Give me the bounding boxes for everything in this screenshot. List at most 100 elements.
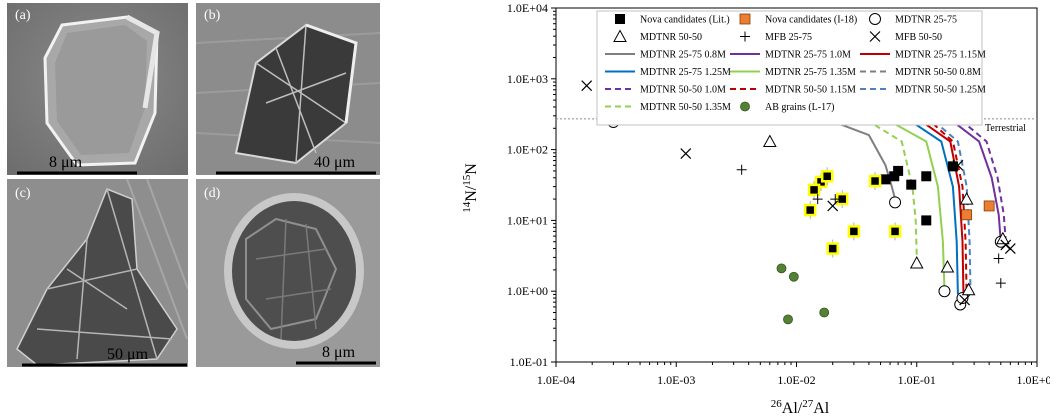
scale-bar-label: 40 μm — [314, 154, 356, 171]
legend-label: MDTNR 25-75 1.25M — [640, 67, 731, 78]
legend-entry: MDTNR 25-75 0.8M — [605, 50, 726, 61]
legend-swatch — [869, 31, 881, 42]
legend-label: MDTNR 25-75 1.35M — [765, 67, 856, 78]
legend-label: Nova candidates (Lit.) — [640, 15, 730, 26]
y-tick-label: 1.0E+03 — [507, 72, 548, 86]
y-tick-label: 1.0E+01 — [507, 213, 548, 227]
data-point — [961, 282, 976, 296]
legend-label: MDTNR 25-75 1.0M — [765, 50, 851, 61]
data-point — [807, 180, 821, 199]
data-point — [581, 80, 593, 92]
sem-image-a: (a) 8 μm — [7, 3, 188, 175]
data-point — [889, 196, 902, 209]
legend-entry: MFB 25-75 — [740, 31, 812, 43]
data-point — [959, 294, 971, 306]
y-axis-label: 14N/15N — [461, 163, 480, 213]
model-curve — [853, 118, 972, 292]
data-point — [921, 171, 932, 182]
data-point — [819, 307, 830, 318]
sem-image-d: (d) 8 μm — [196, 179, 380, 367]
legend-entry: MDTNR 25-75 1.25M — [605, 67, 731, 78]
legend-label: AB grains (L-17) — [765, 102, 834, 113]
data-point — [762, 134, 777, 148]
y-tick-label: 1.0E+02 — [507, 143, 548, 157]
panel-label: (a) — [15, 8, 31, 23]
legend-label: MDTNR 25-75 — [895, 15, 957, 26]
legend-label: MFB 25-75 — [765, 32, 812, 43]
data-point — [880, 174, 891, 185]
legend-swatch — [740, 101, 750, 112]
legend-label: MDTNR 50-50 0.8M — [895, 67, 981, 78]
legend-entry: MDTNR 50-50 0.8M — [860, 67, 981, 78]
data-point — [736, 164, 747, 175]
legend-entry: MDTNR 25-75 1.35M — [730, 67, 856, 78]
legend-entry: MFB 50-50 — [869, 31, 942, 43]
legend-entry: MDTNR 50-50 1.0M — [605, 85, 726, 96]
data-point — [680, 148, 692, 159]
data-point — [1004, 243, 1016, 254]
data-point — [909, 255, 924, 269]
data-point — [812, 194, 823, 205]
sem-image-c: (c) 50 μm — [7, 179, 188, 367]
data-point — [830, 194, 841, 205]
model-curve — [817, 118, 946, 292]
scale-bar-label: 50 μm — [107, 346, 149, 363]
legend-swatch — [739, 13, 751, 25]
legend-label: MDTNR 50-50 1.15M — [765, 85, 856, 96]
x-tick-label: 1.0E+00 — [1016, 373, 1050, 387]
data-point — [820, 167, 834, 186]
x-axis-label: 26Al/27Al — [771, 398, 830, 417]
legend-label: MDTNR 25-75 1.15M — [895, 50, 986, 61]
isotope-ratio-chart: Terrestrial 1.0E-04 1.0E-03 1.0E-02 1.0E-01… — [461, 1, 1050, 417]
data-point — [947, 161, 958, 172]
data-point — [906, 179, 917, 190]
data-point — [827, 200, 839, 212]
sem-image-b: (b) 40 μm — [196, 3, 380, 175]
data-point — [888, 222, 902, 241]
data-point — [803, 201, 817, 220]
data-point — [893, 165, 904, 176]
data-point — [847, 222, 861, 241]
x-tick-label: 1.0E-04 — [537, 373, 575, 387]
data-point — [995, 278, 1006, 289]
data-point — [783, 314, 793, 325]
data-point — [776, 263, 787, 274]
legend-label: MDTNR 50-50 1.35M — [640, 102, 731, 113]
legend-entry: Nova candidates (Lit.) — [615, 14, 730, 26]
y-tick-label: 1.0E+04 — [507, 1, 548, 15]
legend — [596, 10, 983, 126]
legend-entry: AB grains (L-17) — [740, 101, 834, 113]
legend-label: MDTNR 25-75 0.8M — [640, 50, 726, 61]
legend-label: MFB 50-50 — [895, 32, 942, 43]
legend-label: MDTNR 50-50 — [640, 32, 702, 43]
legend-entry: MDTNR 50-50 — [613, 29, 702, 43]
terrestrial-label: Terrestrial — [985, 123, 1026, 134]
panel-label: (d) — [204, 186, 221, 201]
data-point — [959, 192, 974, 205]
sem-panel-a: (a) 8 μm — [7, 3, 188, 175]
data-point — [938, 285, 951, 298]
legend-entry: MDTNR 50-50 1.35M — [605, 102, 731, 113]
data-point — [868, 172, 882, 191]
data-point — [952, 159, 964, 171]
legend-label: MDTNR 50-50 1.0M — [640, 85, 726, 96]
sem-panel-d: (d) 8 μm — [196, 179, 380, 367]
data-point — [826, 239, 839, 258]
legend-label: Nova candidates (I-18) — [765, 15, 857, 26]
x-tick-label: 1.0E-03 — [657, 373, 695, 387]
scale-bar-label: 8 μm — [49, 154, 83, 171]
data-point — [983, 200, 995, 212]
data-point — [788, 271, 799, 282]
scale-bar-label: 8 μm — [322, 344, 356, 361]
legend-swatch — [613, 29, 627, 42]
legend-entry: MDTNR 50-50 1.15M — [730, 85, 856, 96]
legend-swatch — [615, 14, 625, 24]
x-tick-label: 1.0E-02 — [777, 373, 815, 387]
data-point — [996, 231, 1010, 245]
legend-entry: MDTNR 25-75 1.15M — [860, 50, 986, 61]
sem-panel-c: (c) 50 μm — [7, 179, 188, 367]
legend-label: MDTNR 50-50 1.25M — [895, 85, 986, 96]
legend-swatch — [740, 31, 750, 42]
data-point — [1000, 239, 1012, 251]
legend-entry: Nova candidates (I-18) — [739, 13, 857, 26]
